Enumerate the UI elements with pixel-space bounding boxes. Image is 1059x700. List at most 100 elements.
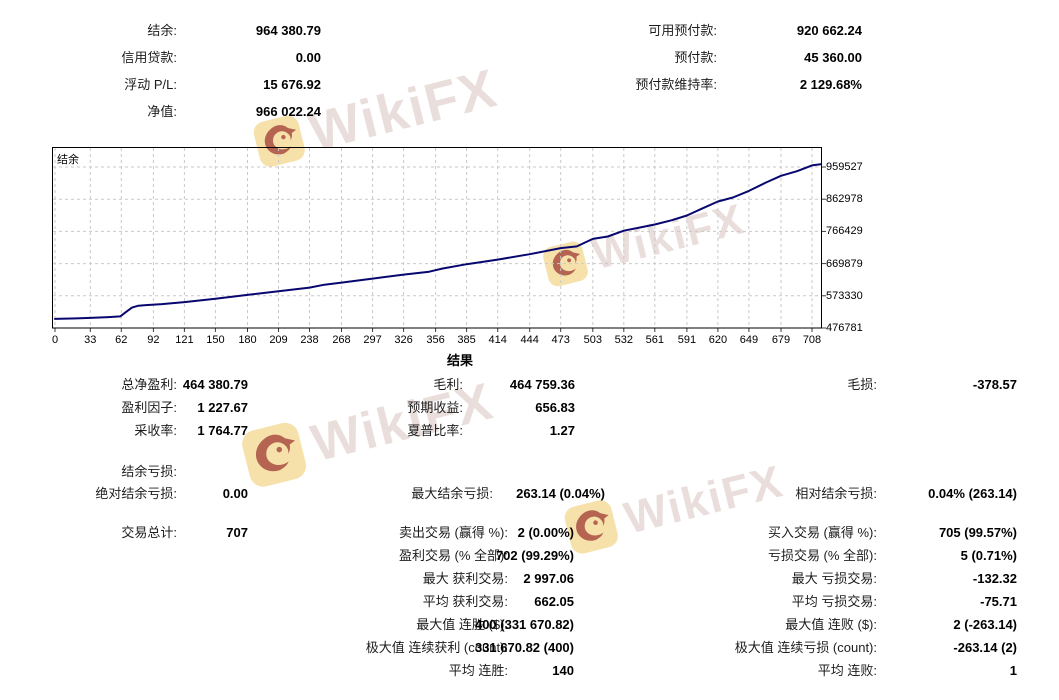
margin-level-value: 2 129.68% bbox=[799, 77, 862, 92]
average-loss-trade-value: -75.71 bbox=[980, 594, 1017, 609]
expected-payoff-value: 656.83 bbox=[535, 400, 575, 415]
recovery-factor-label: 采收率: bbox=[134, 423, 177, 438]
max-consecutive-wins-label: 最大值 连胜 ($): bbox=[416, 617, 508, 632]
credit-label: 信用贷款: bbox=[121, 50, 177, 65]
equity-label: 净值: bbox=[147, 104, 177, 119]
balance-chart: 0 33 62 92 121 150 180 209 238 268 297 326 356 385 414… bbox=[52, 147, 847, 352]
results-section-title: 结果 bbox=[446, 353, 473, 368]
loss-trades-value: 5 (0.71%) bbox=[960, 548, 1017, 563]
svg-text:473: 473 bbox=[552, 334, 570, 346]
margin-label: 预付款: bbox=[674, 50, 717, 65]
svg-text:620: 620 bbox=[709, 334, 727, 346]
svg-text:444: 444 bbox=[521, 334, 539, 346]
sharpe-ratio-label: 夏普比率: bbox=[407, 423, 463, 438]
max-consecutive-losses-value: 2 (-263.14) bbox=[953, 617, 1017, 632]
avg-consecutive-losses-value: 1 bbox=[1009, 663, 1017, 678]
average-profit-trade-value: 662.05 bbox=[534, 594, 574, 609]
svg-text:33: 33 bbox=[84, 334, 96, 346]
rel-drawdown-value: 0.04% (263.14) bbox=[928, 486, 1017, 501]
svg-text:268: 268 bbox=[332, 334, 350, 346]
max-consecutive-loss-value: -263.14 (2) bbox=[953, 640, 1017, 655]
gross-profit-value: 464 759.36 bbox=[509, 377, 575, 392]
balance-drawdown-header: 结余亏损: bbox=[121, 464, 177, 479]
max-consecutive-losses-label: 最大值 连败 ($): bbox=[785, 617, 877, 632]
svg-text:62: 62 bbox=[115, 334, 127, 346]
svg-text:326: 326 bbox=[394, 334, 412, 346]
gross-profit-label: 毛利: bbox=[433, 377, 463, 392]
y-axis-tick-label: 573330 bbox=[826, 290, 863, 302]
equity-curve: 0 33 62 92 121 150 180 209 238 268 297 326 356 385 414… bbox=[52, 147, 826, 346]
svg-text:591: 591 bbox=[678, 334, 696, 346]
free-margin-value: 920 662.24 bbox=[796, 23, 862, 38]
y-axis-tick-label: 766429 bbox=[826, 225, 863, 237]
y-axis-tick-label: 476781 bbox=[826, 322, 863, 334]
recovery-factor-value: 1 764.77 bbox=[197, 423, 248, 438]
svg-text:209: 209 bbox=[269, 334, 287, 346]
long-trades-label: 买入交易 (赢得 %): bbox=[767, 525, 877, 540]
rel-drawdown-label: 相对结余亏损: bbox=[795, 486, 877, 501]
svg-text:297: 297 bbox=[363, 334, 381, 346]
y-axis-tick-label: 862978 bbox=[826, 193, 863, 205]
svg-text:503: 503 bbox=[584, 334, 602, 346]
profit-trades-value: 702 (99.29%) bbox=[495, 548, 574, 563]
y-axis-tick-label: 669879 bbox=[826, 258, 863, 270]
gross-loss-label: 毛损: bbox=[847, 377, 877, 392]
largest-profit-trade-value: 2 997.06 bbox=[523, 571, 574, 586]
floating-pl-value: 15 676.92 bbox=[263, 77, 321, 92]
largest-profit-trade-label: 最大 获利交易: bbox=[422, 571, 508, 586]
y-axis-tick-label: 959527 bbox=[826, 161, 863, 173]
gross-loss-value: -378.57 bbox=[972, 377, 1017, 392]
avg-consecutive-wins-label: 平均 连胜: bbox=[448, 663, 508, 678]
expected-payoff-label: 预期收益: bbox=[407, 400, 463, 415]
margin-value: 45 360.00 bbox=[804, 50, 862, 65]
average-profit-trade-label: 平均 获利交易: bbox=[422, 594, 508, 609]
profit-factor-label: 盈利因子: bbox=[121, 400, 177, 415]
svg-text:385: 385 bbox=[457, 334, 475, 346]
abs-drawdown-label: 绝对结余亏损: bbox=[95, 486, 177, 501]
short-trades-value: 2 (0.00%) bbox=[517, 525, 574, 540]
svg-text:0: 0 bbox=[52, 334, 58, 346]
svg-text:121: 121 bbox=[175, 334, 193, 346]
max-consecutive-wins-value: 400 (331 670.82) bbox=[474, 617, 574, 632]
credit-value: 0.00 bbox=[295, 50, 321, 65]
max-consecutive-loss-label: 极大值 连续亏损 (count): bbox=[734, 640, 877, 655]
profit-factor-value: 1 227.67 bbox=[197, 400, 248, 415]
sharpe-ratio-value: 1.27 bbox=[549, 423, 575, 438]
svg-text:561: 561 bbox=[646, 334, 664, 346]
svg-text:532: 532 bbox=[615, 334, 633, 346]
balance-label: 结余: bbox=[147, 23, 177, 38]
floating-pl-label: 浮动 P/L: bbox=[124, 77, 177, 92]
profit-trades-label: 盈利交易 (% 全部): bbox=[398, 548, 508, 563]
svg-text:92: 92 bbox=[147, 334, 159, 346]
max-drawdown-value: 263.14 (0.04%) bbox=[516, 486, 605, 501]
loss-trades-label: 亏损交易 (% 全部): bbox=[767, 548, 877, 563]
long-trades-value: 705 (99.57%) bbox=[938, 525, 1017, 540]
equity-value: 966 022.24 bbox=[255, 104, 321, 119]
net-profit-label: 总净盈利: bbox=[121, 377, 177, 392]
average-loss-trade-label: 平均 亏损交易: bbox=[791, 594, 877, 609]
avg-consecutive-wins-value: 140 bbox=[552, 663, 574, 678]
wikifx-watermark-text: WikiFX bbox=[303, 58, 504, 163]
svg-text:649: 649 bbox=[740, 334, 758, 346]
total-trades-label: 交易总计: bbox=[121, 525, 177, 540]
free-margin-label: 可用预付款: bbox=[648, 23, 717, 38]
max-consecutive-profit-label: 极大值 连续获利 (count): bbox=[365, 640, 508, 655]
margin-level-label: 预付款维持率: bbox=[635, 77, 717, 92]
svg-text:414: 414 bbox=[489, 334, 507, 346]
svg-text:238: 238 bbox=[300, 334, 318, 346]
svg-text:150: 150 bbox=[206, 334, 224, 346]
largest-loss-trade-value: -132.32 bbox=[972, 571, 1017, 586]
svg-text:679: 679 bbox=[772, 334, 790, 346]
net-profit-value: 464 380.79 bbox=[182, 377, 248, 392]
wikifx-watermark: WikiFX bbox=[561, 455, 788, 557]
balance-value: 964 380.79 bbox=[255, 23, 321, 38]
max-consecutive-profit-value: 331 670.82 (400) bbox=[474, 640, 574, 655]
svg-text:356: 356 bbox=[426, 334, 444, 346]
max-drawdown-label: 最大结余亏损: bbox=[411, 486, 493, 501]
total-trades-value: 707 bbox=[226, 525, 248, 540]
largest-loss-trade-label: 最大 亏损交易: bbox=[791, 571, 877, 586]
svg-text:180: 180 bbox=[238, 334, 256, 346]
short-trades-label: 卖出交易 (赢得 %): bbox=[398, 525, 508, 540]
abs-drawdown-value: 0.00 bbox=[222, 486, 248, 501]
